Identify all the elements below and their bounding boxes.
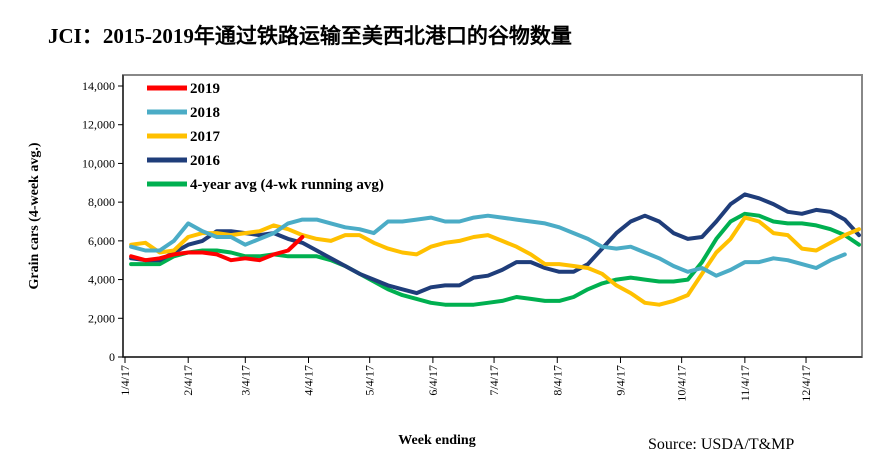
chart-title: JCI：2015-2019年通过铁路运输至美西北港口的谷物数量: [48, 24, 572, 48]
series-line-2017: [129, 215, 861, 307]
legend-label: 2017: [190, 129, 221, 145]
x-tick-label: 7/4/17: [487, 365, 501, 396]
series-line-4-year-avg-4-wk-running-avg-: [129, 211, 861, 307]
x-tick-label: 12/4/17: [799, 365, 813, 402]
x-tick-label: 3/4/17: [238, 365, 252, 396]
legend-label: 4-year avg (4-wk running avg): [190, 177, 384, 193]
legend-label: 2019: [190, 81, 220, 97]
x-axis-label: Week ending: [398, 433, 475, 448]
y-tick-label: 6,000: [88, 234, 115, 248]
x-tick-label: 4/4/17: [302, 365, 316, 396]
source-note: Source: USDA/T&MP: [648, 436, 795, 453]
y-tick-label: 4,000: [88, 273, 115, 287]
y-tick-label: 14,000: [82, 79, 115, 93]
series-line-2019: [129, 235, 305, 263]
x-tick-label: 1/4/17: [118, 365, 132, 396]
y-tick-label: 2,000: [88, 311, 115, 325]
legend-label: 2018: [190, 105, 220, 121]
legend-label: 2016: [190, 153, 221, 169]
y-tick-label: 8,000: [88, 195, 115, 209]
x-tick-label: 6/4/17: [426, 365, 440, 396]
y-tick-label: 10,000: [82, 156, 115, 170]
x-tick-label: 2/4/17: [181, 365, 195, 396]
y-axis-label: Grain cars (4-week avg.): [27, 142, 42, 289]
y-tick-label: 12,000: [82, 118, 115, 132]
y-tick-label: 0: [109, 350, 115, 364]
x-tick-label: 5/4/17: [363, 365, 377, 396]
x-tick-label: 11/4/17: [738, 365, 752, 401]
x-tick-label: 9/4/17: [613, 365, 627, 396]
x-tick-label: 10/4/17: [675, 365, 689, 402]
series-line-2018: [129, 213, 847, 278]
x-tick-label: 8/4/17: [550, 365, 564, 396]
